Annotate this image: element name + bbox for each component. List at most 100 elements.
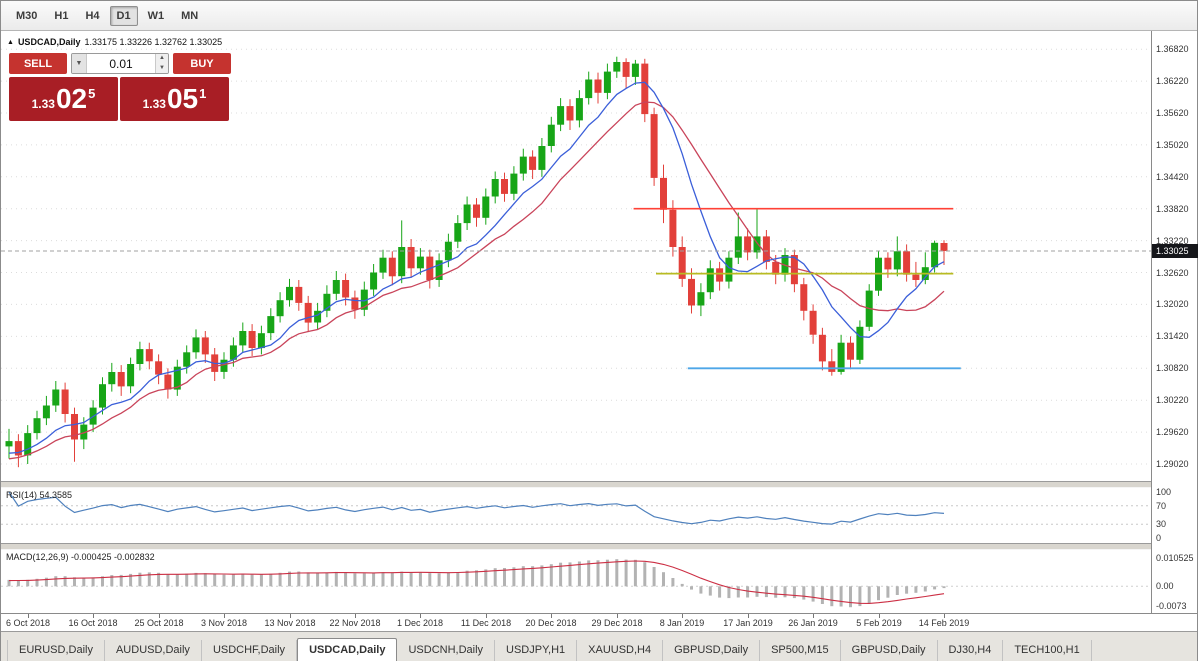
chart-tab-sp500-m15[interactable]: SP500,M15 <box>760 640 841 661</box>
date-tick <box>551 614 552 618</box>
date-tick <box>617 614 618 618</box>
lot-increment-icon[interactable]: ▲ <box>156 54 168 64</box>
chart-tab-usdchf-daily[interactable]: USDCHF,Daily <box>202 640 298 661</box>
lot-size-value[interactable]: 0.01 <box>109 56 133 71</box>
price-axis-label: 1.33820 <box>1156 204 1189 214</box>
rsi-axis-label: 100 <box>1156 487 1172 497</box>
timeframe-toolbar: M30 H1 H4 D1 W1 MN <box>1 1 1197 31</box>
chart-tab-gbpusd-daily[interactable]: GBPUSD,Daily <box>663 640 761 661</box>
sell-price-box[interactable]: 1.33 02 5 <box>9 77 118 121</box>
macd-axis-label: 0.010525 <box>1156 553 1194 563</box>
chart-tab-bar: EURUSD,Daily AUDUSD,Daily USDCHF,Daily USDC… <box>1 631 1197 661</box>
date-tick <box>355 614 356 618</box>
buy-price-pip: 1 <box>199 85 207 101</box>
rsi-axis-label: 30 <box>1156 519 1167 529</box>
sell-price-prefix: 1.33 <box>31 96 55 111</box>
candlestick-chart[interactable] <box>1 31 1151 481</box>
price-axis[interactable]: 1.33025 1.36820 1.36220 1.35620 1.35020 1.34… <box>1151 31 1198 613</box>
chart-title: ▲ USDCAD,Daily 1.33175 1.33226 1.32762 1… <box>7 37 222 47</box>
price-axis-label: 1.33220 <box>1156 236 1189 246</box>
chart-symbol-label: USDCAD,Daily <box>17 37 81 47</box>
date-tick <box>813 614 814 618</box>
macd-axis-label: -0.0073 <box>1156 601 1187 611</box>
date-axis-label: 26 Jan 2019 <box>788 618 838 628</box>
date-axis-label: 8 Jan 2019 <box>659 618 705 628</box>
price-axis-label: 1.30220 <box>1156 395 1189 405</box>
rsi-axis-label: 0 <box>1156 533 1162 543</box>
date-axis-label: 1 Dec 2018 <box>396 618 444 628</box>
one-click-trading-panel: SELL ▼ 0.01 ▲ ▼ BUY 1.33 02 5 1.33 05 1 <box>9 53 231 121</box>
date-axis-label: 16 Oct 2018 <box>68 618 118 628</box>
chart-ohlc-values: 1.33175 1.33226 1.32762 1.33025 <box>84 37 223 47</box>
panel-divider[interactable] <box>1 481 1197 488</box>
date-axis-label: 22 Nov 2018 <box>329 618 381 628</box>
price-axis-label: 1.30820 <box>1156 363 1189 373</box>
lot-dropdown-icon[interactable]: ▼ <box>72 54 87 73</box>
date-tick <box>224 614 225 618</box>
lot-decrement-icon[interactable]: ▼ <box>156 63 168 73</box>
date-tick <box>486 614 487 618</box>
timeframe-button-h1[interactable]: H1 <box>47 6 75 26</box>
date-axis-label: 14 Feb 2019 <box>918 618 970 628</box>
chart-tab-eurusd-daily[interactable]: EURUSD,Daily <box>7 640 105 661</box>
date-tick <box>159 614 160 618</box>
sell-button[interactable]: SELL <box>9 53 67 74</box>
chart-marker-icon: ▲ <box>7 38 14 46</box>
date-axis[interactable]: 6 Oct 2018 16 Oct 2018 25 Oct 2018 3 Nov 20… <box>1 613 1197 631</box>
chart-tab-usdcnh-daily[interactable]: USDCNH,Daily <box>397 640 496 661</box>
price-axis-label: 1.29620 <box>1156 427 1189 437</box>
date-tick <box>420 614 421 618</box>
date-axis-label: 25 Oct 2018 <box>134 618 184 628</box>
price-axis-label: 1.35020 <box>1156 140 1189 150</box>
chart-tab-audusd-daily[interactable]: AUDUSD,Daily <box>105 640 202 661</box>
price-axis-label: 1.36820 <box>1156 44 1189 54</box>
date-axis-label: 6 Oct 2018 <box>5 618 51 628</box>
date-axis-label: 11 Dec 2018 <box>460 618 512 628</box>
timeframe-button-d1[interactable]: D1 <box>109 5 138 26</box>
date-axis-label: 17 Jan 2019 <box>723 618 773 628</box>
date-axis-label: 29 Dec 2018 <box>591 618 643 628</box>
timeframe-button-m30[interactable]: M30 <box>9 6 44 26</box>
macd-indicator-label: MACD(12,26,9) -0.000425 -0.002832 <box>6 552 155 562</box>
chart-tab-usdcad-daily[interactable]: USDCAD,Daily <box>297 638 398 661</box>
date-axis-label: 3 Nov 2018 <box>200 618 248 628</box>
buy-price-big: 05 <box>166 83 199 114</box>
sell-price-big: 02 <box>55 83 88 114</box>
timeframe-button-mn[interactable]: MN <box>174 6 205 26</box>
macd-indicator-panel[interactable] <box>1 550 1151 613</box>
date-tick <box>879 614 880 618</box>
rsi-indicator-panel[interactable] <box>1 488 1151 543</box>
date-axis-label: 5 Feb 2019 <box>856 618 902 628</box>
date-tick <box>944 614 945 618</box>
buy-price-box[interactable]: 1.33 05 1 <box>120 77 229 121</box>
timeframe-button-w1[interactable]: W1 <box>141 6 172 26</box>
date-tick <box>93 614 94 618</box>
buy-button[interactable]: BUY <box>173 53 231 74</box>
timeframe-button-h4[interactable]: H4 <box>78 6 106 26</box>
lot-size-widget[interactable]: ▼ 0.01 ▲ ▼ <box>71 53 169 74</box>
price-axis-label: 1.36220 <box>1156 76 1189 86</box>
current-price-badge: 1.33025 <box>1152 244 1198 258</box>
date-axis-label: 20 Dec 2018 <box>525 618 577 628</box>
rsi-indicator-label: RSI(14) 54.3585 <box>6 490 73 500</box>
date-tick <box>28 614 29 618</box>
price-axis-label: 1.35620 <box>1156 108 1189 118</box>
chart-tab-xauusd-h4[interactable]: XAUUSD,H4 <box>577 640 664 661</box>
chart-tab-dj30-h4[interactable]: DJ30,H4 <box>938 640 1004 661</box>
date-tick <box>290 614 291 618</box>
sell-price-pip: 5 <box>88 85 96 101</box>
date-axis-label: 13 Nov 2018 <box>264 618 316 628</box>
panel-divider[interactable] <box>1 543 1197 550</box>
price-axis-label: 1.31420 <box>1156 331 1189 341</box>
rsi-axis-label: 70 <box>1156 501 1167 511</box>
chart-tab-usdjpy-h1[interactable]: USDJPY,H1 <box>495 640 578 661</box>
lot-stepper[interactable]: ▲ ▼ <box>155 54 168 73</box>
chart-tab-gbpusd-daily[interactable]: GBPUSD,Daily <box>841 640 938 661</box>
date-tick <box>682 614 683 618</box>
chart-tab-tech100-h1[interactable]: TECH100,H1 <box>1003 640 1092 661</box>
price-axis-label: 1.32020 <box>1156 299 1189 309</box>
price-axis-label: 1.32620 <box>1156 268 1189 278</box>
buy-price-prefix: 1.33 <box>142 96 166 111</box>
price-axis-label: 1.34420 <box>1156 172 1189 182</box>
